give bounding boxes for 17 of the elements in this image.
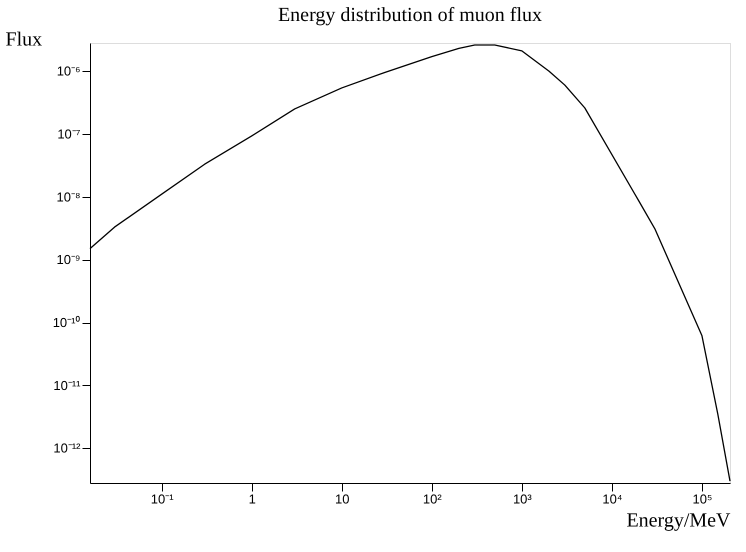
y-tick-label: 10⁻¹⁰ bbox=[52, 315, 80, 330]
y-tick-label: 10⁻¹² bbox=[53, 440, 82, 456]
x-tick-label: 10 bbox=[335, 492, 350, 506]
x-axis-title: Energy/MeV bbox=[626, 510, 732, 532]
y-tick-label: 10⁻⁹ bbox=[56, 252, 80, 268]
x-tick-label: 10⁵ bbox=[692, 492, 712, 506]
y-tick-label: 10⁻⁷ bbox=[57, 126, 81, 142]
x-tick-label: 1 bbox=[248, 492, 256, 506]
x-tick-label: 10⁻¹ bbox=[150, 492, 174, 506]
x-tick-label: 10⁴ bbox=[602, 492, 622, 506]
y-axis-title: Flux bbox=[6, 28, 42, 50]
x-tick-label: 10³ bbox=[512, 492, 532, 506]
y-tick-label: 10⁻⁶ bbox=[56, 64, 80, 79]
y-tick-label: 10⁻⁸ bbox=[56, 189, 80, 204]
x-tick-label: 10² bbox=[422, 492, 442, 506]
y-tick-label: 10⁻¹¹ bbox=[53, 378, 82, 393]
chart-title: Energy distribution of muon flux bbox=[278, 4, 542, 26]
